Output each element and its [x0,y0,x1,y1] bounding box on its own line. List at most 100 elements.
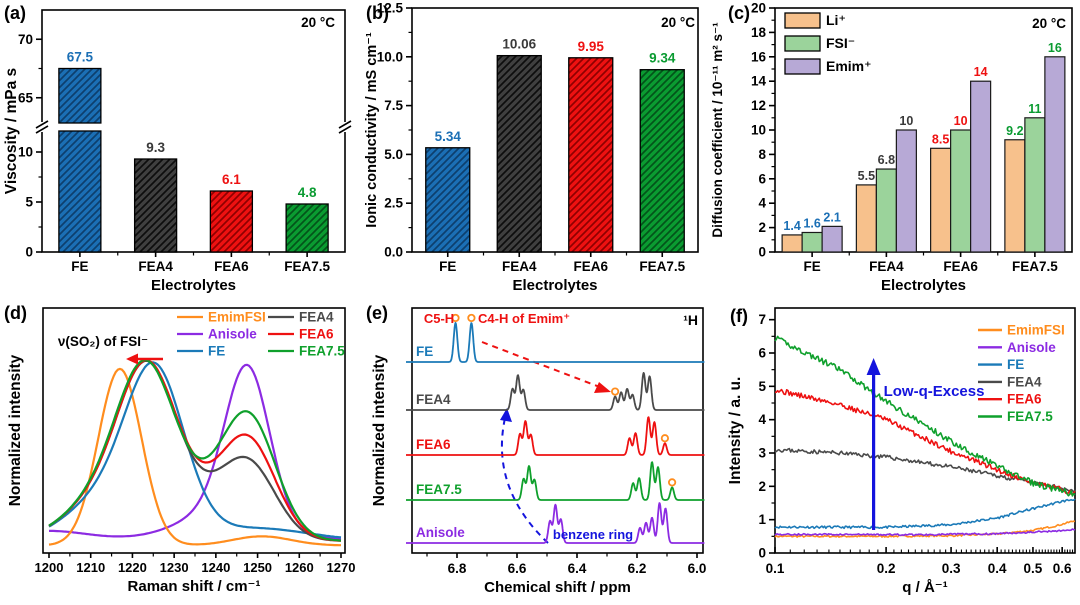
x-tick-label: 1200 [35,560,64,575]
x-tick-label: FEA4 [502,259,537,274]
annotation-nu-so2: ν(SO₂) of FSI⁻ [58,334,148,349]
bar-FEA6 [209,190,254,253]
peak-marker-circle [611,387,620,396]
panel-c-canvas: 0 2 4 6 8 10 12 14 16 18 20 1.4 1.6 2.1 FE 5.56.8 10 FEA4… [710,1,1073,294]
legend-label: FEA7.5 [1007,409,1053,424]
bar-FEA6-Emim⁺ [970,80,992,253]
value-label: 6.1 [222,172,241,187]
panel-letter-c: (c) [728,3,750,23]
value-label: 4.8 [298,185,317,200]
x-tick-label: FE [803,259,820,274]
y-axis-title: Diffusion coefficient / 10⁻¹¹ m² s⁻¹ [710,22,725,238]
bar-FEA6-FSI⁻ [950,129,972,253]
value-label: 2.1 [823,210,840,224]
legend-label: FEA4 [1007,374,1042,389]
bar-FE [425,147,471,253]
panel-letter-b: (b) [366,3,389,23]
x-tick-label: 6.0 [688,561,707,576]
x-axis-title: Electrolytes [151,277,236,294]
annotation-c4h: C4-H of Emim⁺ [478,311,570,326]
bar-FE-FSI⁻ [801,231,823,253]
legend-label: Li⁺ [826,12,846,28]
y-tick-label: 5 [25,195,33,210]
bar-FE-Li⁺ [781,234,803,253]
value-label: 9.3 [146,140,165,155]
legend-swatch-Li⁺[interactable] [784,12,821,29]
y-tick-label: 0.0 [384,245,403,260]
y-tick-label: 10.0 [377,49,403,64]
x-tick-label: FEA6 [943,259,978,274]
y-tick-label: 70 [18,32,33,47]
panel-f-canvas: 0 1 2 3 4 5 6 7 0.1 0.2 0.3 0.4 0.5 0.6 Low-q-Excess Em… [727,307,1076,596]
x-tick-label: 0.6 [1053,561,1072,576]
x-tick-label: 1250 [243,560,272,575]
x-tick-label: FE [439,259,456,274]
trace-label-FE: FE [416,344,433,359]
blue-dashed-arrow-head [500,408,512,422]
curve-FEA7.5 [774,335,1076,497]
curve-Anisole [774,528,1076,537]
bar-FEA4-Li⁺ [855,184,877,253]
y-tick-label: 10 [18,145,33,160]
y-tick-label: 18 [751,25,767,40]
bar-FEA4 [133,158,178,253]
curve-FE [48,361,342,539]
x-axis-title: Raman shift / cm⁻¹ [128,578,261,595]
legend-label: FEA4 [299,310,334,325]
value-label: 6.8 [878,153,895,167]
x-tick-label: FEA6 [214,259,249,274]
y-tick-label: 20 [751,1,766,16]
y-tick-label: 7 [758,312,766,327]
blue-dashed-arrow [500,417,549,544]
annotation-c5h: C5-H [424,311,454,326]
peak-marker-circle [667,478,677,487]
panel-e-canvas: 6.8 6.6 6.4 6.2 6.0 FE FEA4 FEA6 FEA7.5 Anisole C5… [371,307,707,596]
nmr-trace-Anisole [405,502,705,544]
plot-frame [411,307,704,554]
axis-break-mark [338,125,352,134]
bar-FE-Emim⁺ [821,225,843,253]
y-tick-label: 2 [758,479,766,494]
legend-label: EmimFSI [1007,323,1065,338]
x-axis-title: Chemical shift / ppm [484,579,631,596]
legend-label: FEA7.5 [299,344,345,359]
panel-c-diffusion: 0 2 4 6 8 10 12 14 16 18 20 1.4 1.6 2.1 FE 5.5 6.8 10 FEA4… [710,0,1080,296]
value-label: 11 [1028,102,1041,116]
y-axis-title: Ionic conductivity / mS cm⁻¹ [364,32,380,228]
x-tick-label: FEA7.5 [284,259,330,274]
nmr-trace-FE [405,322,705,363]
x-tick-label: 0.5 [1024,561,1043,576]
curve-FEA6 [48,359,342,542]
x-axis-title: Electrolytes [512,277,597,294]
x-tick-label: FEA4 [869,259,904,274]
curve-FEA4 [774,447,1076,494]
axis-break-gap [338,122,352,132]
red-dashed-arrow-head [594,382,611,393]
legend-swatch-FSI⁻[interactable] [784,35,821,52]
y-tick-label: 2 [758,220,766,235]
axis-break-mark [35,120,49,129]
value-label: 10 [899,114,913,128]
x-tick-label: 6.2 [628,561,647,576]
plot-frame [774,307,1076,554]
y-tick-label: 8 [758,147,766,162]
y-tick-label: 4 [758,412,766,427]
axis-break-mark [338,120,352,129]
x-tick-label: FEA4 [138,259,173,274]
panel-b-canvas: 0.0 2.5 5.0 7.5 10.0 12.5 5.34 FE 10.06 FEA4 9.95 F… [364,1,699,294]
y-tick-label: 2.5 [384,196,403,211]
panel-a-canvas: 0 5 10 65 70 67.5 FE 9.3 FEA4 6.1 FEA6 4.8 FEA7.5 20 … [3,9,352,294]
curve-Anisole [49,363,342,540]
legend-swatch-Emim⁺[interactable] [784,58,821,75]
value-label: 10 [954,114,968,128]
annotation-low-q-excess: Low-q-Excess [884,383,985,400]
value-label: 1.4 [783,219,800,233]
legend-label: Anisole [208,327,257,342]
x-tick-label: 1240 [201,560,230,575]
x-tick-label: 0.1 [766,561,785,576]
value-label: 5.5 [858,169,875,183]
value-label: 14 [974,65,988,79]
bar-FEA6-Li⁺ [930,147,952,253]
legend-label: FEA6 [1007,392,1042,407]
red-dashed-arrow [481,341,606,390]
